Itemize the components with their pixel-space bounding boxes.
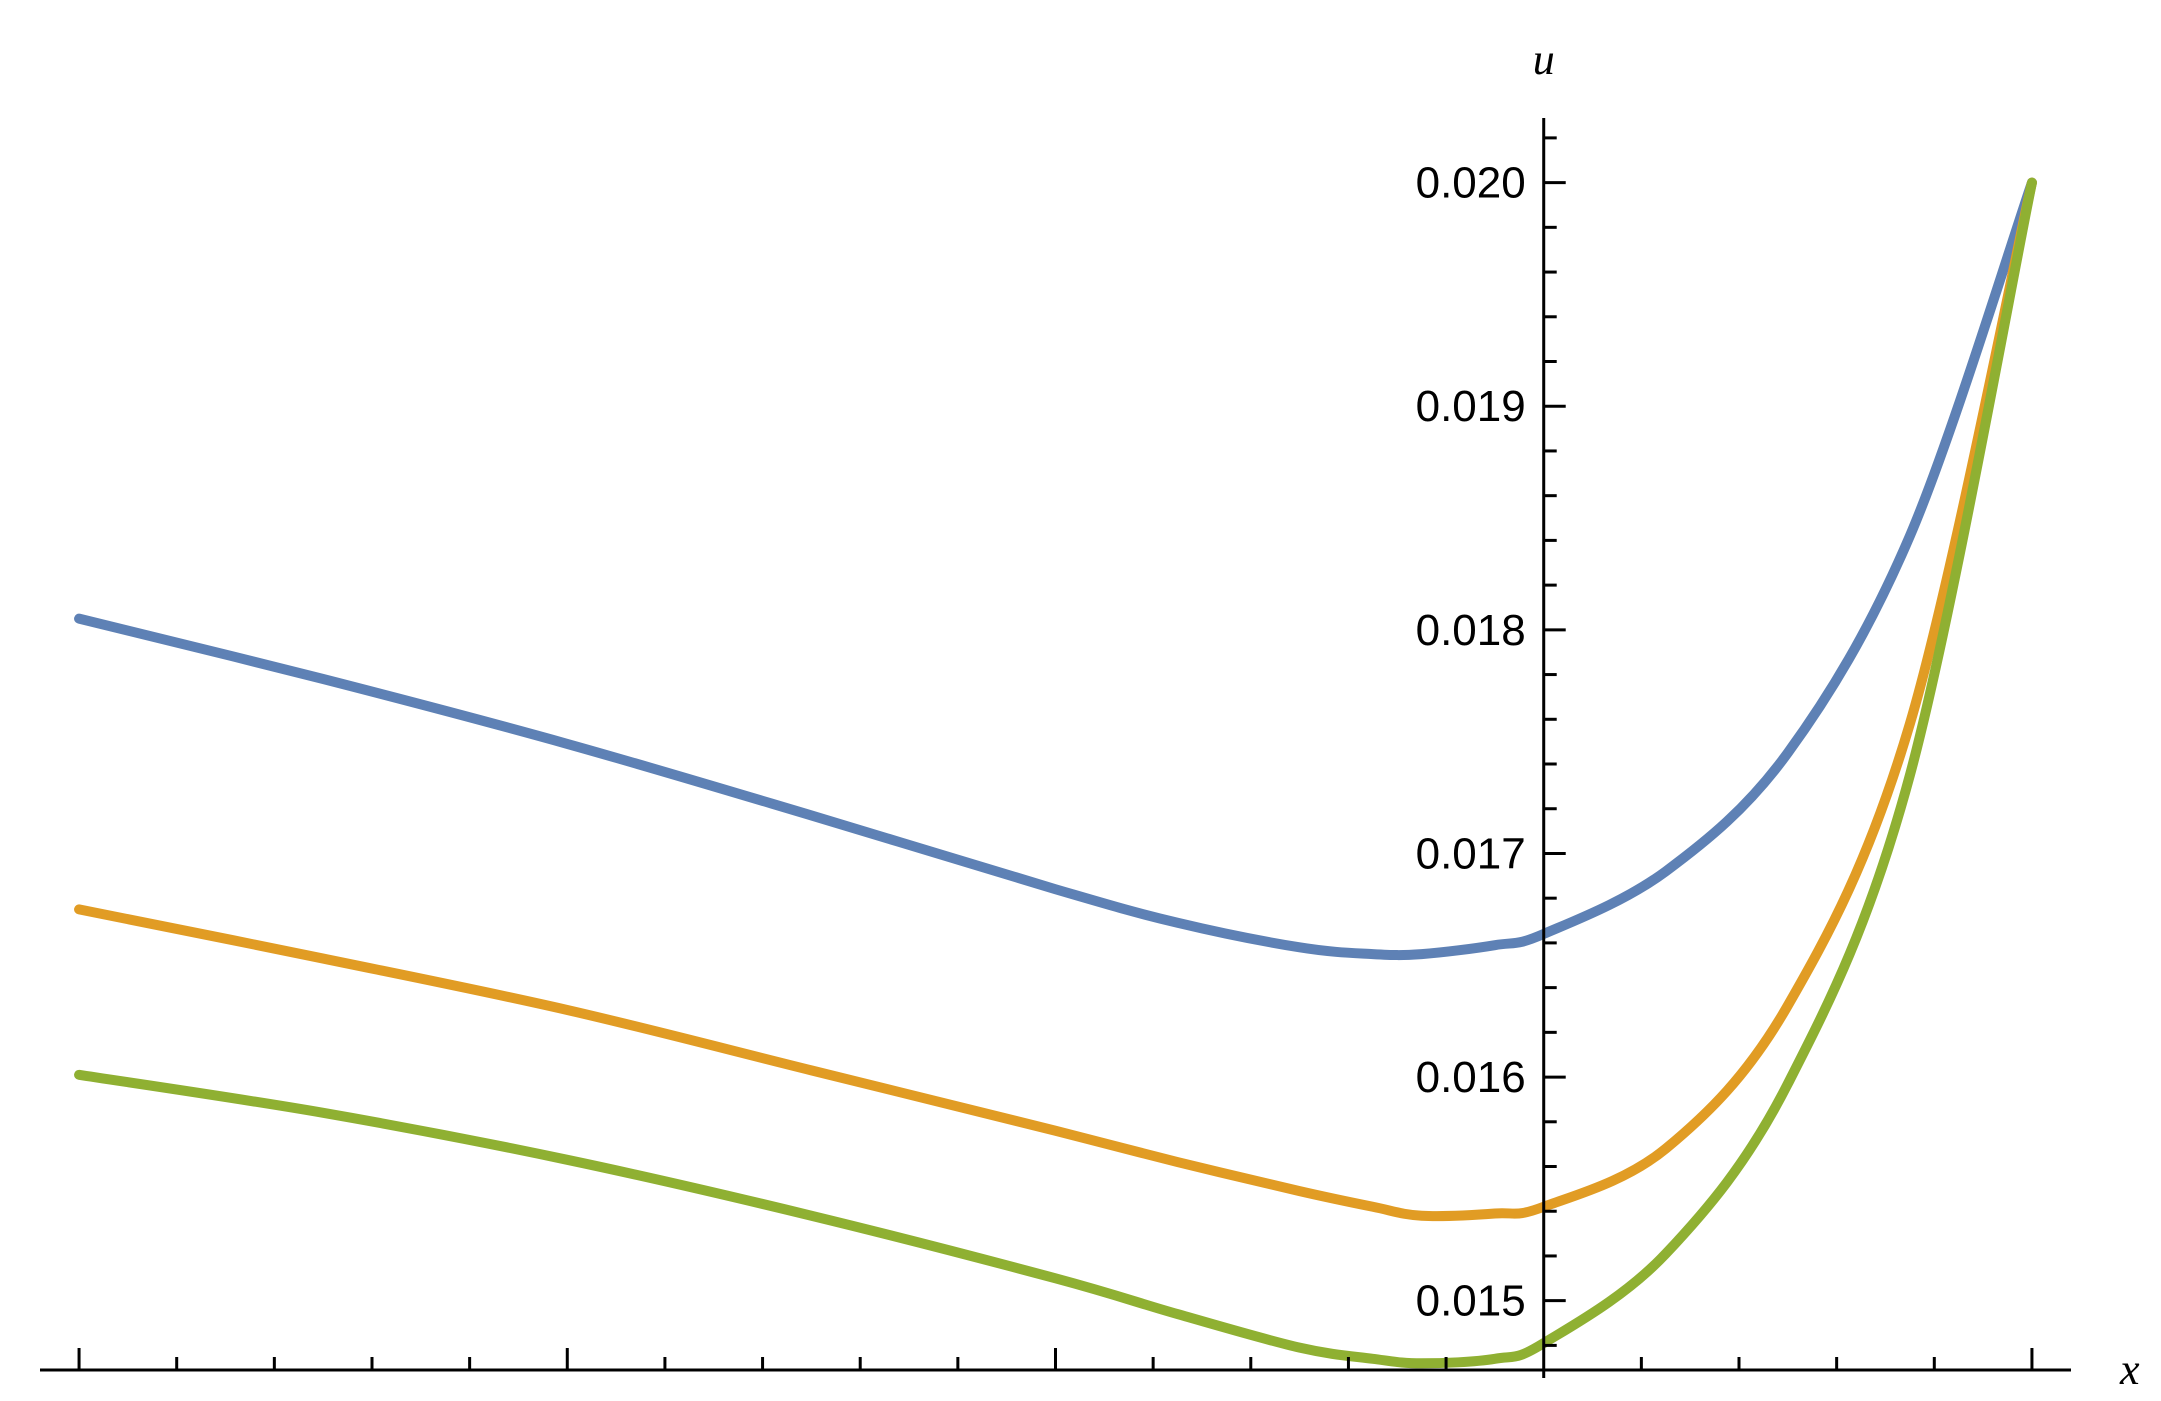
y-tick-label: 0.019 [1416, 382, 1526, 431]
y-tick-label: 0.018 [1416, 606, 1526, 655]
y-axis-ticks: 0.015 0.016 0.017 0.018 0.019 0.020 [1416, 136, 1566, 1347]
series-line-1 [74, 177, 2037, 961]
y-tick-label: 0.020 [1416, 159, 1526, 208]
x-tick-label: −1 [1030, 1395, 1080, 1401]
x-axis-ticks: −3 −2 −1 1 [54, 1348, 2044, 1401]
series-line-2 [74, 177, 2037, 1222]
x-tick-label: −3 [54, 1395, 104, 1401]
x-axis-label: x [2119, 1345, 2140, 1394]
y-tick-label: 0.015 [1416, 1277, 1526, 1326]
y-axis-label: u [1533, 35, 1555, 84]
axes-layer: −3 −2 −1 1 0.015 0.016 0.017 0.018 0.019 0.020 x… [40, 35, 2140, 1401]
x-tick-label: −2 [542, 1395, 592, 1401]
x-tick-label: 1 [2020, 1395, 2044, 1401]
y-tick-label: 0.016 [1416, 1053, 1526, 1102]
series-layer [74, 177, 2037, 1369]
y-tick-label: 0.017 [1416, 829, 1526, 878]
series-line-3 [74, 177, 2037, 1369]
